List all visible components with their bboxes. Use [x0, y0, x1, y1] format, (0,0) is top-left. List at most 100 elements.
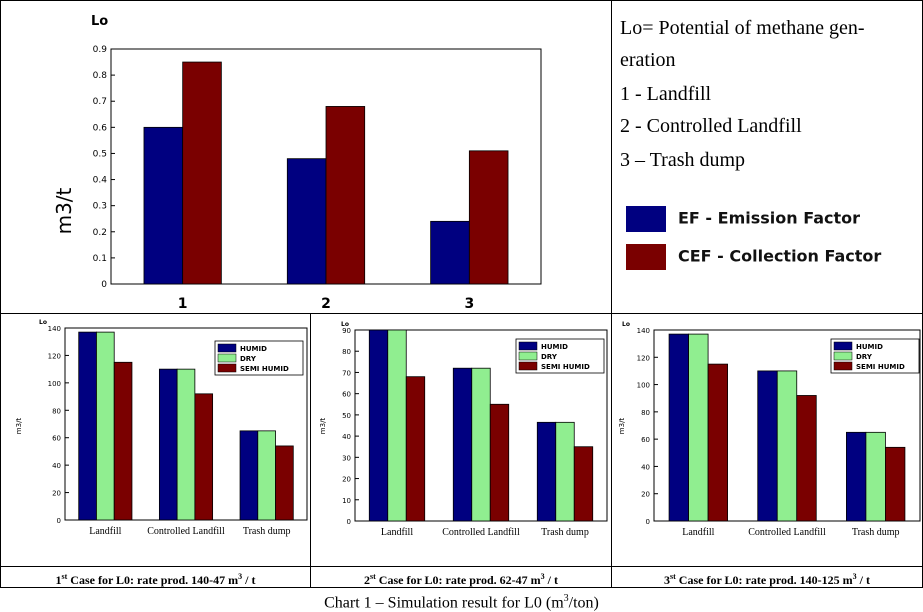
bar — [885, 446, 906, 522]
case-caption-1: 1st Case for L0: rate prod. 140-47 m3 / … — [0, 568, 311, 589]
bar — [143, 126, 184, 285]
y-tick-label: 80 — [52, 407, 61, 415]
figure-caption: Chart 1 – Simulation result for L0 (m3/t… — [0, 593, 923, 612]
legend-line-3: 1 - Landfill — [620, 83, 712, 105]
bar — [668, 333, 689, 522]
bar — [430, 220, 470, 285]
y-tick-label: 80 — [641, 409, 650, 417]
x-tick-label: Controlled Landfill — [147, 526, 225, 537]
caption-2-end: / t — [544, 573, 558, 587]
legend-swatch — [217, 343, 237, 353]
y-tick-label: 0 — [646, 518, 650, 526]
legend-swatch — [217, 363, 237, 373]
y-tick-label: 0.8 — [93, 71, 108, 81]
legend-entry: HUMID — [856, 343, 883, 351]
small-chart-2: Lo m3/t 0 10 20 30 40 50 60 70 80 90 Landfill Control… — [319, 321, 608, 538]
y-tick-label: 50 — [342, 412, 351, 420]
chart-title: Lo — [39, 319, 47, 326]
small-chart-cell-2: Lo m3/t 0 10 20 30 40 50 60 70 80 90 Landfill Control… — [310, 313, 612, 567]
figure-caption-sup: 3 — [563, 593, 569, 604]
y-tick-label: 40 — [641, 463, 650, 471]
ef-swatch — [626, 206, 666, 232]
bar — [239, 430, 259, 521]
y-tick-label: 20 — [52, 490, 61, 498]
bar — [688, 333, 709, 522]
y-tick-label: 140 — [48, 325, 61, 333]
y-tick-label: 0.4 — [93, 176, 108, 186]
bar — [194, 393, 214, 521]
cef-label: CEF - Collection Factor — [678, 246, 882, 266]
caption-1-main: Case for L0: rate prod. 140-47 m — [67, 573, 239, 587]
x-tick-label: Trash dump — [852, 527, 900, 538]
bar — [468, 150, 509, 285]
y-axis-label: m3/t — [52, 187, 76, 234]
caption-3-end: / t — [856, 573, 870, 587]
caption-1-sup2: 3 — [238, 572, 243, 581]
ef-label: EF - Emission Factor — [678, 208, 861, 228]
legend-line-5: 3 – Trash dump — [620, 149, 746, 171]
bar — [96, 331, 115, 521]
y-tick-label: 40 — [52, 462, 61, 470]
y-tick-label: 0.7 — [93, 97, 107, 107]
legend-entry: SEMI HUMID — [240, 365, 289, 373]
cef-swatch — [626, 244, 666, 270]
y-tick-label: 0 — [347, 518, 351, 526]
x-tick-label: Landfill — [381, 527, 413, 538]
y-axis-label: m3/t — [319, 418, 327, 435]
bar — [113, 361, 133, 521]
x-tick-label: Trash dump — [541, 527, 589, 538]
y-tick-label: 30 — [342, 454, 351, 462]
y-tick-label: 0.1 — [93, 254, 107, 264]
y-axis-label: m3/t — [618, 418, 626, 435]
y-tick-label: 0.3 — [93, 202, 107, 212]
small-chart-cell-1: Lo m3/t 0 20 40 60 80 100 120 140 Landfill Controll… — [0, 313, 311, 567]
legend-line-2: eration — [620, 49, 676, 71]
bar — [325, 106, 366, 285]
y-tick-label: 0 — [57, 517, 61, 525]
bar — [573, 446, 594, 522]
y-tick-label: 80 — [342, 348, 351, 356]
legend-swatch — [833, 341, 853, 351]
caption-3-sup2: 3 — [852, 572, 857, 581]
bar — [776, 370, 798, 522]
caption-2-sup2: 3 — [540, 572, 545, 581]
figure-caption-text: Chart 1 – Simulation result for L0 (m — [324, 594, 564, 612]
bar — [707, 363, 728, 522]
y-tick-label: 0.9 — [93, 45, 108, 55]
bar — [176, 368, 196, 521]
bar — [78, 331, 97, 521]
bar — [275, 445, 294, 521]
bar — [865, 431, 886, 522]
bar — [489, 403, 510, 522]
bar — [257, 430, 276, 521]
chart-title: Lo — [91, 14, 108, 29]
caption-3-num: 3 — [664, 573, 670, 587]
y-axis-label: m3/t — [15, 418, 23, 435]
y-tick-label: 0 — [101, 280, 107, 290]
caption-2-main: Case for L0: rate prod. 62-47 m — [375, 573, 541, 587]
legend-entry: DRY — [240, 355, 257, 363]
x-tick-label: Landfill — [682, 527, 714, 538]
y-tick-label: 100 — [637, 382, 650, 390]
legend-entry: HUMID — [240, 345, 267, 353]
bar — [757, 370, 778, 522]
y-tick-label: 70 — [342, 369, 351, 377]
small-chart-3: Lo m3/t 0 20 40 60 80 100 120 140 Landfill Controll… — [618, 321, 921, 538]
caption-3-sup: st — [670, 572, 676, 581]
bar — [796, 395, 817, 522]
bar — [158, 368, 178, 521]
caption-1-end: / t — [242, 573, 256, 587]
bar — [368, 329, 389, 522]
top-chart: Lo m3/t 0 0.1 0.2 0.3 0.4 0.5 0.6 0.7 0.8 0.9 1 2 3 — [52, 14, 542, 312]
legend-swatch — [518, 351, 538, 361]
case-caption-3: 3st Case for L0: rate prod. 140-125 m3 /… — [611, 568, 923, 589]
legend-swatch — [833, 351, 853, 361]
x-tick-label: Controlled Landfill — [748, 527, 826, 538]
legend-swatch — [518, 361, 538, 371]
top-chart-cell: Lo m3/t 0 0.1 0.2 0.3 0.4 0.5 0.6 0.7 0.8 0.9 1 2 3 — [0, 0, 612, 314]
caption-1-num: 1 — [55, 573, 62, 587]
case-caption-2: 2st Case for L0: rate prod. 62-47 m3 / t — [310, 568, 612, 589]
y-tick-label: 120 — [637, 354, 650, 362]
bar — [387, 329, 407, 522]
caption-1-sup: st — [61, 572, 68, 581]
